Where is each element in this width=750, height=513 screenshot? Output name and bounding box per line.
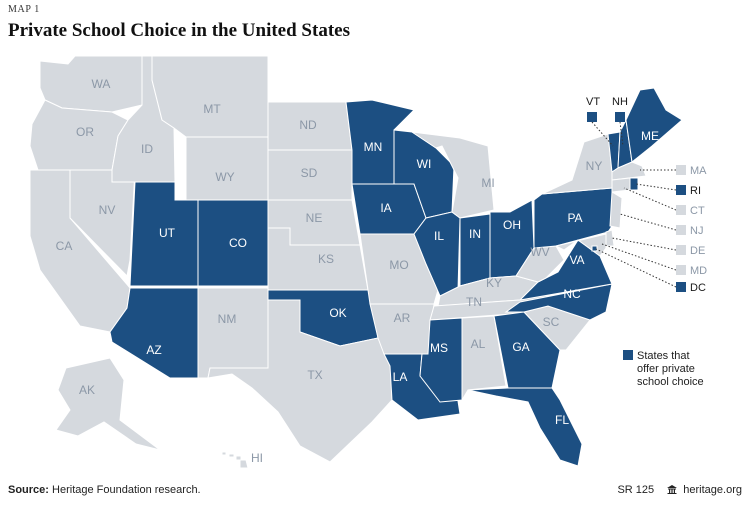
state-label-MI: MI	[481, 176, 494, 190]
callout-marker-NJ	[676, 225, 686, 235]
source-text: Heritage Foundation research.	[52, 484, 201, 496]
callout-marker-DE	[676, 245, 686, 255]
us-map: WA OR CA NV ID MT WY UT AZ CO NM ND SD NE KS OK TX MN IA MO…	[29, 55, 707, 469]
state-label-MO: MO	[389, 258, 408, 272]
callout-label-VT: VT	[586, 96, 600, 108]
callout-label-CT: CT	[690, 205, 705, 217]
state-label-ID: ID	[141, 142, 153, 156]
state-NJ	[609, 191, 623, 229]
callout-label-NJ: NJ	[690, 225, 703, 237]
state-label-KY: KY	[486, 276, 502, 290]
map-title: Private School Choice in the United Stat…	[8, 20, 350, 41]
callout-label-NH: NH	[612, 96, 628, 108]
state-label-AL: AL	[471, 337, 486, 351]
state-AL	[461, 315, 507, 402]
state-label-AZ: AZ	[146, 343, 161, 357]
state-label-PA: PA	[567, 211, 582, 225]
state-AK	[55, 357, 161, 451]
callout-label-RI: RI	[690, 185, 701, 197]
state-label-HI: HI	[251, 451, 263, 465]
state-MI	[411, 131, 495, 219]
state-label-TX: TX	[307, 368, 322, 382]
state-label-UT: UT	[159, 226, 176, 240]
callout-marker-RI	[676, 185, 686, 195]
state-label-AR: AR	[394, 311, 411, 325]
callout-label-DC: DC	[690, 282, 706, 294]
footer: Source: Heritage Foundation research. SR…	[8, 484, 742, 496]
state-MT	[151, 55, 269, 138]
callout-marker-DC	[676, 282, 686, 292]
state-label-OK: OK	[329, 306, 346, 320]
state-label-NC: NC	[563, 287, 581, 301]
state-label-CO: CO	[229, 236, 247, 250]
state-HI	[221, 451, 249, 469]
callout-label-MA: MA	[690, 165, 707, 177]
state-label-ME: ME	[641, 129, 659, 143]
state-TX	[207, 299, 393, 463]
state-label-WV: WV	[530, 245, 549, 259]
state-NM	[197, 287, 269, 379]
report-id: SR 125	[617, 484, 655, 496]
state-label-IN: IN	[469, 227, 481, 241]
heritage-house-icon	[667, 485, 678, 494]
state-label-IL: IL	[434, 229, 444, 243]
callout-marker-MA	[676, 165, 686, 175]
state-label-NY: NY	[586, 159, 603, 173]
state-label-TN: TN	[466, 295, 482, 309]
state-label-ND: ND	[299, 118, 317, 132]
state-label-FL: FL	[555, 413, 569, 427]
state-label-MN: MN	[364, 140, 383, 154]
state-label-GA: GA	[512, 340, 529, 354]
state-label-AK: AK	[79, 383, 95, 397]
state-WA	[39, 55, 143, 113]
state-DC	[591, 245, 598, 252]
state-label-LA: LA	[393, 370, 408, 384]
state-label-MT: MT	[203, 102, 221, 116]
state-GA	[493, 311, 561, 389]
callout-marker-MD	[676, 265, 686, 275]
callout-marker-CT	[676, 205, 686, 215]
state-label-NE: NE	[306, 211, 323, 225]
state-NC	[504, 283, 613, 321]
callout-marker-NH	[615, 112, 625, 122]
state-WY	[185, 136, 269, 201]
source-label: Source:	[8, 484, 49, 496]
state-label-MS: MS	[430, 341, 448, 355]
state-label-CA: CA	[56, 239, 73, 253]
state-label-OH: OH	[503, 218, 521, 232]
state-label-VA: VA	[569, 253, 584, 267]
callout-marker-VT	[587, 112, 597, 122]
state-label-WY: WY	[215, 170, 234, 184]
state-label-IA: IA	[380, 201, 391, 215]
state-label-WI: WI	[417, 157, 432, 171]
callout-label-DE: DE	[690, 245, 705, 257]
legend-label: States that offer private school choice	[637, 350, 704, 388]
map-number: MAP 1	[8, 4, 40, 15]
state-label-SD: SD	[301, 166, 318, 180]
state-label-NM: NM	[218, 312, 237, 326]
state-ME	[625, 87, 683, 163]
state-label-WA: WA	[92, 77, 111, 91]
state-label-SC: SC	[543, 315, 560, 329]
callout-label-MD: MD	[690, 265, 707, 277]
state-FL	[467, 387, 583, 467]
legend-swatch	[623, 350, 633, 360]
site-link[interactable]: heritage.org	[683, 484, 742, 496]
state-label-KS: KS	[318, 252, 334, 266]
legend: States that offer private school choice	[623, 350, 704, 388]
state-label-NV: NV	[99, 203, 116, 217]
state-RI	[629, 177, 639, 191]
state-label-OR: OR	[76, 125, 94, 139]
